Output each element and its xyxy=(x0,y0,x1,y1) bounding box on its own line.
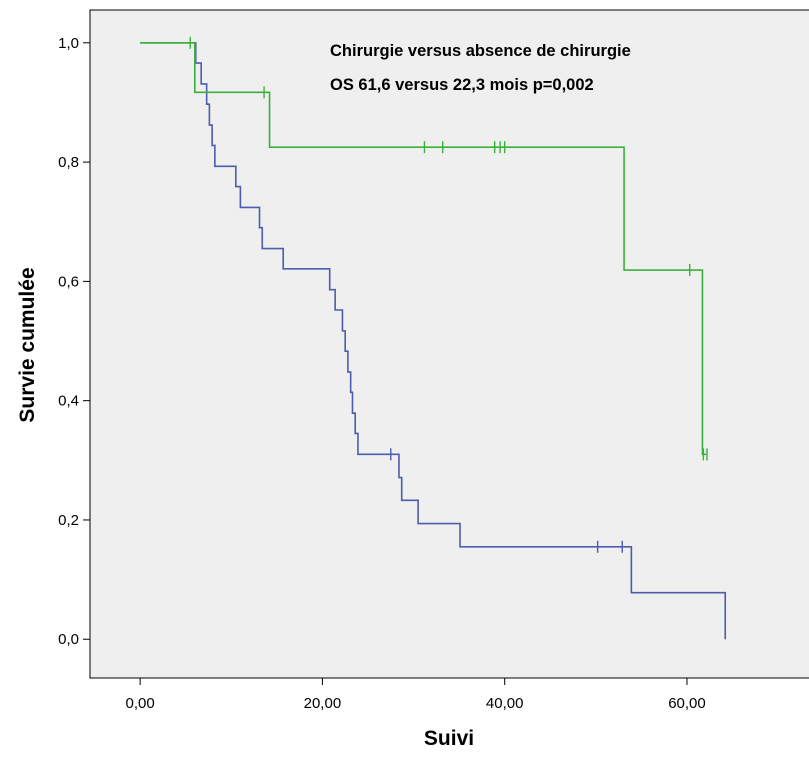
x-tick-label: 20,00 xyxy=(304,695,342,712)
annotation-line-1: Chirurgie versus absence de chirurgie xyxy=(330,42,631,60)
y-tick-label: 0,6 xyxy=(58,273,79,290)
survival-curve-2 xyxy=(140,42,707,456)
y-axis-title: Survie cumulée xyxy=(16,267,39,422)
series-layer xyxy=(140,36,727,640)
y-tick-label: 0,4 xyxy=(58,393,79,410)
axis-ticks: 0,0 0,2 0,4 0,6 0,8 1,0 0,00 20,00 40,00 60,00 xyxy=(58,35,706,712)
x-tick-label: 60,00 xyxy=(668,695,706,712)
y-tick-label: 0,0 xyxy=(58,631,79,648)
x-tick-label: 40,00 xyxy=(486,695,524,712)
y-tick-label: 0,2 xyxy=(58,512,79,529)
x-axis-title: Suivi xyxy=(424,727,474,750)
y-tick-label: 0,8 xyxy=(58,154,79,171)
survival-curve-1 xyxy=(140,42,727,640)
x-tick-label: 0,00 xyxy=(126,695,155,712)
plot-area xyxy=(89,9,809,679)
y-tick-label: 1,0 xyxy=(58,35,79,52)
annotation-line-2: OS 61,6 versus 22,3 mois p=0,002 xyxy=(330,76,594,94)
